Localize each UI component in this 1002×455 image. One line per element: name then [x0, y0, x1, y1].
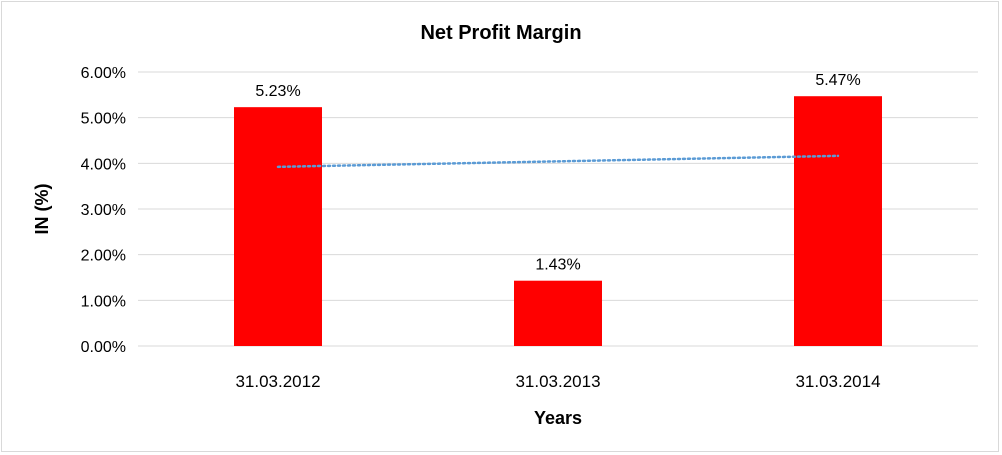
x-tick-label: 31.03.2014 — [795, 372, 880, 391]
x-tick-label: 31.03.2012 — [235, 372, 320, 391]
y-tick-label: 4.00% — [81, 156, 126, 173]
trendline — [276, 154, 840, 169]
y-axis-title: IN (%) — [32, 184, 52, 235]
y-tick-label: 2.00% — [81, 248, 126, 265]
data-label: 5.47% — [815, 72, 860, 89]
data-label: 5.23% — [255, 83, 300, 100]
bar — [794, 96, 882, 346]
bar — [514, 280, 602, 346]
chart-title: Net Profit Margin — [420, 22, 581, 44]
bar — [234, 107, 322, 346]
data-label: 1.43% — [535, 257, 580, 274]
y-tick-label: 0.00% — [81, 339, 126, 356]
y-tick-label: 1.00% — [81, 293, 126, 310]
x-tick-label: 31.03.2013 — [515, 372, 600, 391]
y-tick-label: 3.00% — [81, 202, 126, 219]
y-tick-label: 5.00% — [81, 111, 126, 128]
y-tick-label: 6.00% — [81, 65, 126, 82]
x-axis-title: Years — [534, 408, 582, 428]
